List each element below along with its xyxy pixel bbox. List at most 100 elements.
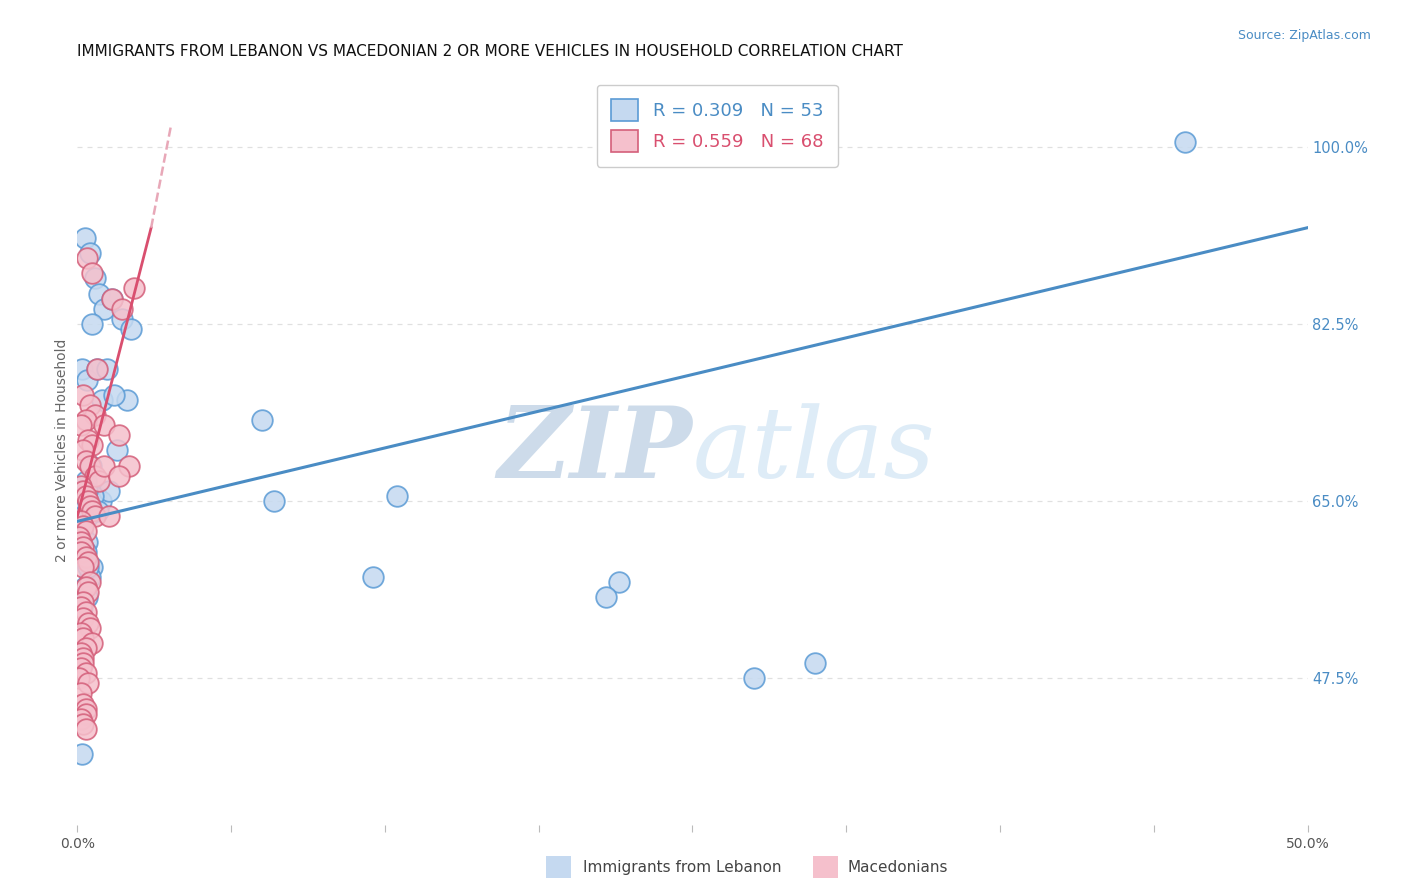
Point — [75, 489, 97, 503]
Point — [82, 636, 104, 650]
Point — [69, 489, 91, 503]
Point — [118, 458, 141, 473]
Point — [75, 580, 97, 594]
Point — [82, 504, 104, 518]
Point — [250, 413, 273, 427]
Point — [75, 606, 97, 620]
Point — [70, 483, 93, 498]
Point — [72, 651, 94, 665]
Point — [82, 560, 104, 574]
Point — [77, 555, 100, 569]
Point — [77, 509, 100, 524]
Point — [73, 545, 96, 559]
Point — [70, 686, 93, 700]
Point — [70, 600, 93, 615]
Point — [83, 271, 105, 285]
Point — [75, 666, 97, 681]
Point — [72, 631, 94, 645]
Point — [108, 428, 131, 442]
Point — [90, 494, 112, 508]
Point — [75, 701, 97, 715]
Point — [101, 292, 124, 306]
Point — [70, 534, 93, 549]
Point — [101, 292, 124, 306]
Text: Immigrants from Lebanon: Immigrants from Lebanon — [583, 860, 782, 874]
Point — [72, 560, 94, 574]
Point — [115, 392, 138, 407]
Point — [76, 373, 98, 387]
Point — [72, 519, 94, 533]
Point — [75, 549, 97, 564]
Point — [72, 595, 94, 609]
Point — [121, 322, 143, 336]
Point — [70, 712, 93, 726]
Point — [75, 474, 97, 488]
Point — [77, 560, 100, 574]
Point — [103, 388, 125, 402]
Point — [82, 317, 104, 331]
Point — [67, 529, 90, 543]
Point — [75, 413, 97, 427]
Point — [111, 311, 132, 326]
Point — [385, 489, 409, 503]
Point — [79, 621, 101, 635]
Point — [79, 398, 101, 412]
Point — [72, 483, 94, 498]
Point — [70, 646, 93, 660]
Point — [77, 434, 100, 448]
Point — [67, 671, 90, 685]
Point — [607, 575, 630, 590]
Point — [93, 418, 115, 433]
Point — [76, 483, 98, 498]
Point — [75, 453, 97, 467]
Point — [70, 494, 93, 508]
Point — [77, 676, 100, 690]
Point — [77, 615, 100, 630]
Point — [804, 656, 827, 670]
Point — [77, 494, 100, 508]
Point — [72, 656, 94, 670]
Point — [73, 580, 96, 594]
Point — [86, 362, 108, 376]
Point — [70, 362, 93, 376]
Point — [70, 479, 93, 493]
Y-axis label: 2 or more Vehicles in Household: 2 or more Vehicles in Household — [55, 339, 69, 562]
Point — [76, 534, 98, 549]
Point — [361, 570, 384, 584]
Text: atlas: atlas — [693, 403, 935, 498]
Point — [84, 489, 107, 503]
Point — [98, 509, 121, 524]
Point — [75, 545, 97, 559]
Point — [75, 640, 97, 655]
Point — [108, 468, 131, 483]
Point — [72, 610, 94, 624]
Text: ZIP: ZIP — [498, 402, 693, 499]
Point — [595, 591, 617, 605]
Point — [86, 362, 108, 376]
Text: Macedonians: Macedonians — [848, 860, 948, 874]
Point — [75, 706, 97, 721]
Point — [72, 388, 94, 402]
Point — [111, 301, 132, 316]
Point — [70, 600, 93, 615]
Point — [87, 504, 110, 518]
Point — [263, 494, 285, 508]
Point — [98, 483, 121, 498]
Point — [72, 716, 94, 731]
Point — [80, 458, 103, 473]
FancyBboxPatch shape — [540, 852, 578, 882]
Point — [93, 301, 115, 316]
Point — [122, 281, 145, 295]
Point — [79, 570, 101, 584]
Point — [73, 489, 96, 503]
Point — [72, 443, 94, 458]
Point — [742, 671, 765, 685]
Text: IMMIGRANTS FROM LEBANON VS MACEDONIAN 2 OR MORE VEHICLES IN HOUSEHOLD CORRELATIO: IMMIGRANTS FROM LEBANON VS MACEDONIAN 2 … — [77, 45, 903, 60]
Point — [90, 392, 114, 407]
Point — [83, 468, 105, 483]
Point — [70, 661, 93, 675]
Point — [79, 575, 101, 590]
Point — [70, 524, 93, 539]
Point — [76, 251, 98, 265]
Legend: R = 0.309   N = 53, R = 0.559   N = 68: R = 0.309 N = 53, R = 0.559 N = 68 — [596, 85, 838, 167]
